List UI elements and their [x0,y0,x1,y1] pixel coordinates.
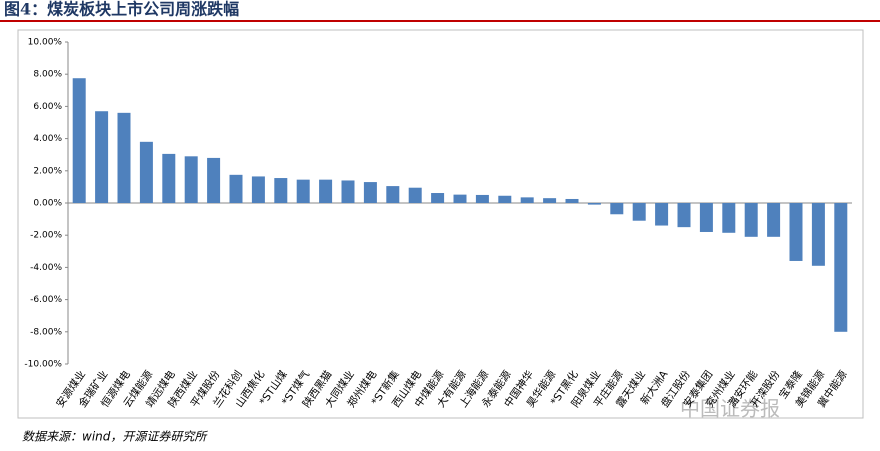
bar [363,182,377,203]
bar [341,180,355,203]
y-tick-label: -10.00% [24,360,62,370]
watermark: 中国证券报 [680,397,780,421]
bar [811,203,825,266]
bar [767,203,781,237]
bar [274,178,288,203]
bar [139,141,153,203]
y-tick-label: -2.00% [30,231,62,241]
bar [632,203,646,221]
bar [610,203,624,215]
bar [744,203,758,237]
bar [319,179,333,203]
bar [834,203,848,332]
chart-title: 图4：煤炭板块上市公司周涨跌幅 [4,0,239,19]
y-tick-label: 6.00% [33,102,62,112]
bar [431,193,445,203]
bar [251,176,265,203]
bar [587,203,601,205]
bar [498,195,512,203]
bar [677,203,691,228]
bar [229,174,243,203]
bar [520,197,534,203]
bar [296,179,310,203]
y-tick-label: 10.00% [28,38,63,48]
y-tick-label: -8.00% [30,327,62,337]
bar [162,153,176,203]
bar [475,194,489,203]
y-tick-label: -6.00% [30,295,62,305]
source-note: 数据来源：wind，开源证券研究所 [22,430,208,444]
y-tick-label: -4.00% [30,263,62,273]
bar [117,112,131,203]
bar [789,203,803,261]
bar [184,156,198,203]
bar [72,78,86,203]
bar [408,187,422,203]
bar [386,186,400,203]
bar [565,198,579,203]
bar [453,194,467,203]
y-tick-label: 0.00% [33,199,62,209]
bar [722,203,736,233]
y-tick-label: 8.00% [33,70,62,80]
bar [699,203,713,232]
bar [207,157,221,203]
bar [543,198,557,203]
y-tick-label: 2.00% [33,166,62,176]
y-tick-label: 4.00% [33,134,62,144]
chart-frame [17,29,864,419]
bar [655,203,669,226]
bar [95,111,109,203]
